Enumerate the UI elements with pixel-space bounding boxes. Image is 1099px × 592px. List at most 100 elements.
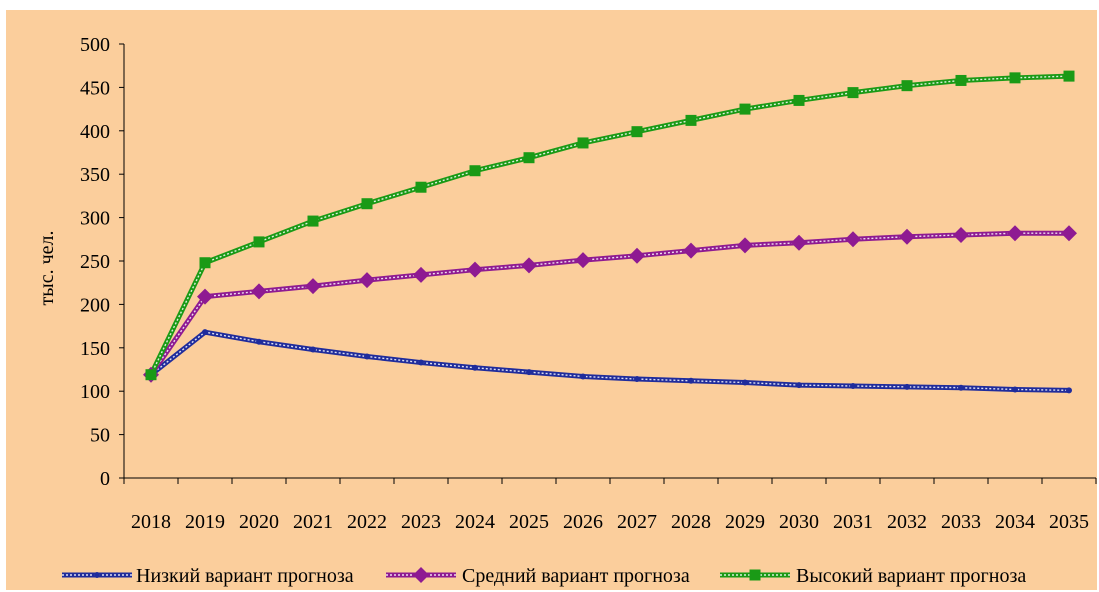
data-point (307, 215, 319, 227)
y-tick-label: 100 (80, 381, 110, 403)
x-tick-label: 2030 (779, 511, 819, 533)
series-layer (143, 70, 1077, 394)
x-tick-label: 2022 (347, 511, 387, 533)
data-point (899, 228, 915, 245)
data-point (521, 257, 537, 274)
y-tick-label: 300 (80, 208, 110, 230)
y-tick-label: 500 (80, 34, 110, 56)
data-point (685, 114, 697, 126)
data-point (415, 181, 427, 193)
data-point (850, 382, 856, 389)
legend: Низкий вариант прогноза Средний вариант п… (62, 565, 1026, 587)
series-line (148, 73, 1070, 376)
x-tick-label: 2024 (455, 511, 495, 533)
x-tick-label: 2019 (185, 511, 225, 533)
data-point (631, 126, 643, 138)
series-2 (148, 230, 1069, 377)
data-point (467, 261, 483, 278)
series-line (148, 230, 1069, 377)
y-tick-label: 400 (80, 121, 110, 143)
data-point (413, 266, 429, 283)
series-3 (148, 73, 1070, 376)
data-point (577, 137, 589, 149)
series-2-markers (143, 225, 1077, 383)
data-point (953, 226, 969, 243)
x-tick-label: 2018 (131, 511, 171, 533)
legend-label: Высокий вариант прогноза (796, 565, 1026, 587)
series-1-markers (148, 329, 1072, 394)
x-tick-label: 2027 (617, 511, 657, 533)
data-point (737, 237, 753, 254)
series-1 (149, 329, 1070, 393)
x-tick-label: 2029 (725, 511, 765, 533)
y-axis-title: тыс. чел. (36, 231, 58, 306)
data-point (739, 103, 751, 115)
y-tick-label: 150 (80, 338, 110, 360)
x-tick-label: 2034 (995, 511, 1035, 533)
data-point (364, 353, 370, 360)
y-tick-label: 450 (80, 77, 110, 99)
data-point (742, 379, 748, 386)
data-point (958, 384, 964, 391)
data-point (847, 87, 859, 99)
data-point (791, 234, 807, 251)
legend-item-2: Средний вариант прогноза (386, 565, 690, 587)
x-tick-label: 2026 (563, 511, 603, 533)
data-point (251, 283, 267, 300)
series-line-inner (150, 75, 1070, 376)
data-point (1063, 70, 1075, 82)
data-point (526, 369, 532, 376)
data-point (202, 329, 208, 336)
data-point (1012, 386, 1018, 393)
series-line-inner (150, 232, 1069, 376)
x-tick-label: 2023 (401, 511, 441, 533)
data-point (523, 152, 535, 164)
data-point (1007, 225, 1023, 242)
y-tick-label: 250 (80, 251, 110, 273)
series-line-inner (150, 331, 1070, 392)
y-axis: 0 50 100 150 200 250 300 350 400 450 500 (80, 34, 125, 490)
data-point (1009, 72, 1021, 84)
legend-marker (413, 567, 429, 583)
x-tick-label: 2032 (887, 511, 927, 533)
data-point (629, 247, 645, 264)
data-point (955, 74, 967, 86)
data-point (580, 373, 586, 380)
series-line (149, 329, 1070, 393)
data-point (145, 369, 157, 381)
data-point (688, 377, 694, 384)
data-point (904, 383, 910, 390)
data-point (310, 346, 316, 353)
legend-label: Средний вариант прогноза (462, 565, 690, 587)
chart-area: 0 50 100 150 200 250 300 350 400 450 500 2018 2019 2… (6, 10, 1097, 590)
x-tick-label: 2028 (671, 511, 711, 533)
x-axis: 2018 2019 2020 2021 2022 2023 2024 2025 2026 2027… (123, 477, 1097, 533)
x-tick-label: 2035 (1049, 511, 1089, 533)
data-point (683, 242, 699, 259)
x-tick-label: 2020 (239, 511, 279, 533)
data-point (1061, 225, 1077, 242)
y-tick-label: 0 (100, 468, 110, 490)
data-point (361, 198, 373, 210)
legend-item-1: Низкий вариант прогноза (62, 565, 354, 587)
x-tick-label: 2031 (833, 511, 873, 533)
y-tick-label: 50 (90, 425, 110, 447)
data-point (359, 272, 375, 289)
data-point (305, 278, 321, 295)
data-point (901, 80, 913, 92)
x-tick-label: 2025 (509, 511, 549, 533)
data-point (796, 382, 802, 389)
y-tick-label: 350 (80, 164, 110, 186)
series-3-markers (145, 70, 1075, 381)
data-point (793, 94, 805, 106)
x-tick-label: 2033 (941, 511, 981, 533)
x-tick-label: 2021 (293, 511, 333, 533)
legend-marker (94, 572, 100, 578)
data-point (634, 376, 640, 383)
data-point (845, 231, 861, 248)
data-point (1066, 387, 1072, 394)
legend-label: Низкий вариант прогноза (136, 565, 354, 587)
data-point (197, 288, 213, 305)
legend-marker (749, 569, 761, 581)
